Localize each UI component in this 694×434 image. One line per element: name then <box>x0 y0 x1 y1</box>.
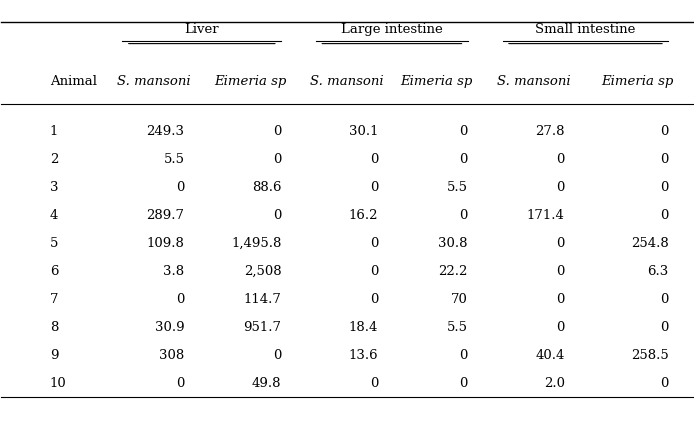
Text: 70: 70 <box>451 293 468 306</box>
Text: 0: 0 <box>660 377 668 389</box>
Text: 0: 0 <box>370 293 378 306</box>
Text: 5.5: 5.5 <box>447 320 468 333</box>
Text: 249.3: 249.3 <box>146 124 185 137</box>
Text: 0: 0 <box>459 208 468 221</box>
Text: 0: 0 <box>176 181 185 193</box>
Text: 0: 0 <box>557 237 565 250</box>
Text: 0: 0 <box>273 349 281 362</box>
Text: 0: 0 <box>370 152 378 165</box>
Text: 8: 8 <box>50 320 58 333</box>
Text: S. mansoni: S. mansoni <box>310 75 384 88</box>
Text: 0: 0 <box>273 124 281 137</box>
Text: Small intestine: Small intestine <box>535 23 636 36</box>
Text: 0: 0 <box>370 237 378 250</box>
Text: 0: 0 <box>459 124 468 137</box>
Text: 2,508: 2,508 <box>244 264 281 277</box>
Text: 30.9: 30.9 <box>155 320 185 333</box>
Text: 3: 3 <box>50 181 58 193</box>
Text: 1,495.8: 1,495.8 <box>231 237 281 250</box>
Text: S. mansoni: S. mansoni <box>117 75 190 88</box>
Text: 308: 308 <box>160 349 185 362</box>
Text: 4: 4 <box>50 208 58 221</box>
Text: 7: 7 <box>50 293 58 306</box>
Text: 10: 10 <box>50 377 67 389</box>
Text: 30.1: 30.1 <box>348 124 378 137</box>
Text: 40.4: 40.4 <box>535 349 565 362</box>
Text: 6: 6 <box>50 264 58 277</box>
Text: 114.7: 114.7 <box>244 293 281 306</box>
Text: 109.8: 109.8 <box>146 237 185 250</box>
Text: 49.8: 49.8 <box>252 377 281 389</box>
Text: 1: 1 <box>50 124 58 137</box>
Text: 2.0: 2.0 <box>543 377 565 389</box>
Text: 16.2: 16.2 <box>348 208 378 221</box>
Text: 88.6: 88.6 <box>252 181 281 193</box>
Text: 0: 0 <box>660 293 668 306</box>
Text: 0: 0 <box>459 377 468 389</box>
Text: 3.8: 3.8 <box>164 264 185 277</box>
Text: 0: 0 <box>557 264 565 277</box>
Text: 5.5: 5.5 <box>164 152 185 165</box>
Text: 22.2: 22.2 <box>439 264 468 277</box>
Text: 5.5: 5.5 <box>447 181 468 193</box>
Text: 0: 0 <box>176 377 185 389</box>
Text: 254.8: 254.8 <box>631 237 668 250</box>
Text: 0: 0 <box>660 208 668 221</box>
Text: Eimeria sp: Eimeria sp <box>400 75 473 88</box>
Text: 0: 0 <box>370 264 378 277</box>
Text: 951.7: 951.7 <box>244 320 281 333</box>
Text: 171.4: 171.4 <box>527 208 565 221</box>
Text: Liver: Liver <box>185 23 219 36</box>
Text: Eimeria sp: Eimeria sp <box>214 75 287 88</box>
Text: Animal: Animal <box>50 75 96 88</box>
Text: Large intestine: Large intestine <box>341 23 443 36</box>
Text: 0: 0 <box>660 181 668 193</box>
Text: 0: 0 <box>557 152 565 165</box>
Text: 0: 0 <box>459 349 468 362</box>
Text: S. mansoni: S. mansoni <box>497 75 570 88</box>
Text: 0: 0 <box>557 293 565 306</box>
Text: Eimeria sp: Eimeria sp <box>601 75 673 88</box>
Text: 0: 0 <box>273 208 281 221</box>
Text: 0: 0 <box>660 152 668 165</box>
Text: 0: 0 <box>557 181 565 193</box>
Text: 289.7: 289.7 <box>146 208 185 221</box>
Text: 0: 0 <box>660 124 668 137</box>
Text: 0: 0 <box>370 377 378 389</box>
Text: 5: 5 <box>50 237 58 250</box>
Text: 0: 0 <box>459 152 468 165</box>
Text: 2: 2 <box>50 152 58 165</box>
Text: 0: 0 <box>660 320 668 333</box>
Text: 9: 9 <box>50 349 58 362</box>
Text: 6.3: 6.3 <box>648 264 668 277</box>
Text: 13.6: 13.6 <box>348 349 378 362</box>
Text: 27.8: 27.8 <box>535 124 565 137</box>
Text: 0: 0 <box>176 293 185 306</box>
Text: 258.5: 258.5 <box>631 349 668 362</box>
Text: 30.8: 30.8 <box>439 237 468 250</box>
Text: 18.4: 18.4 <box>348 320 378 333</box>
Text: 0: 0 <box>370 181 378 193</box>
Text: 0: 0 <box>273 152 281 165</box>
Text: 0: 0 <box>557 320 565 333</box>
